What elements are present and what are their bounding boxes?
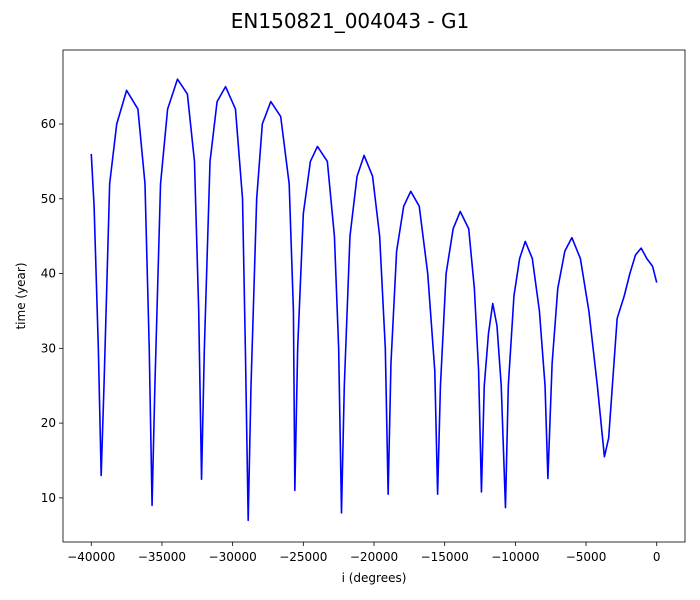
y-axis-label: time (year) bbox=[14, 262, 28, 329]
data-line bbox=[90, 78, 658, 522]
chart-title: EN150821_004043 - G1 bbox=[231, 9, 469, 33]
x-tick-label: −15000 bbox=[421, 550, 469, 564]
y-tick-label: 20 bbox=[41, 416, 56, 430]
y-tick-label: 60 bbox=[41, 117, 56, 131]
y-tick-label: 50 bbox=[41, 192, 56, 206]
x-axis-label: i (degrees) bbox=[342, 571, 407, 585]
x-tick-label: −35000 bbox=[138, 550, 186, 564]
y-tick-label: 30 bbox=[41, 341, 56, 355]
x-tick-label: −5000 bbox=[566, 550, 607, 564]
x-tick-label: −20000 bbox=[350, 550, 398, 564]
x-tick-label: 0 bbox=[653, 550, 661, 564]
x-tick-label: −40000 bbox=[67, 550, 115, 564]
x-tick-label: −25000 bbox=[279, 550, 327, 564]
x-tick-label: −30000 bbox=[209, 550, 257, 564]
y-tick-label: 40 bbox=[41, 267, 56, 281]
x-tick-label: −10000 bbox=[491, 550, 539, 564]
y-tick-label: 10 bbox=[41, 491, 56, 505]
